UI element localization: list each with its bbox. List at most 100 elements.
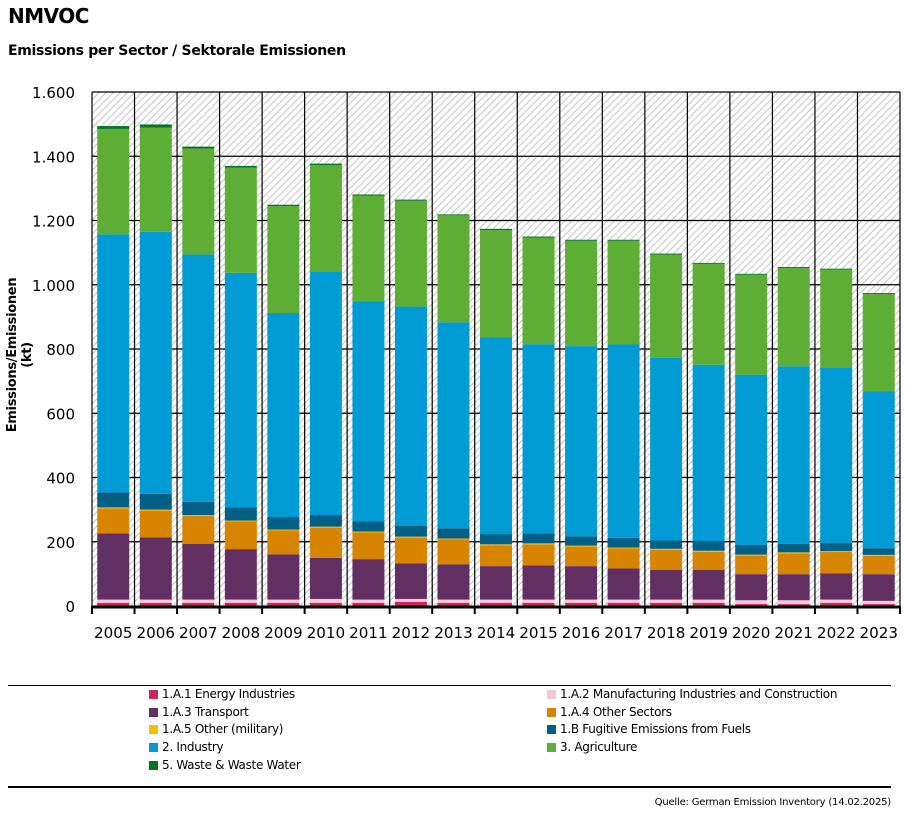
- bar-segment: [480, 545, 512, 567]
- legend-swatch: [149, 707, 158, 717]
- bar-segment: [565, 239, 598, 241]
- legend-label: 1.A.2 Manufacturing Industries and Const…: [560, 687, 838, 701]
- bar-segment: [650, 357, 683, 541]
- bar-segment: [480, 566, 512, 600]
- bar-segment: [692, 262, 725, 264]
- bar-stack-2006: [139, 124, 172, 606]
- bar-stack-2016: [565, 239, 598, 606]
- legend-label: 1.A.1 Energy Industries: [162, 687, 295, 701]
- bar-segment: [394, 598, 427, 602]
- bar-segment: [352, 559, 385, 600]
- bar-segment: [267, 204, 300, 207]
- bar-segment: [437, 322, 470, 529]
- legend-label: 5. Waste & Waste Water: [162, 758, 301, 772]
- legend-label: 2. Industry: [162, 740, 224, 754]
- bar-segment: [182, 516, 215, 544]
- bar-segment: [565, 566, 598, 600]
- bar-segment: [735, 544, 768, 555]
- x-tick-label: 2014: [477, 624, 516, 642]
- legend-item: 2. Industry: [149, 740, 224, 754]
- bar-segment: [352, 602, 385, 606]
- legend-swatch: [149, 760, 158, 770]
- bar-segment: [735, 274, 768, 375]
- bar-segment: [97, 508, 130, 534]
- bar-segment: [820, 599, 853, 603]
- bar-segment: [182, 543, 215, 600]
- bar-segment: [182, 254, 215, 502]
- bar-segment: [182, 148, 215, 255]
- bar-segment: [480, 337, 512, 535]
- bar-segment: [862, 391, 895, 549]
- bar-segment: [565, 536, 598, 546]
- bar-segment: [394, 200, 427, 307]
- bar-segment: [650, 602, 683, 606]
- bar-segment: [139, 124, 172, 128]
- bar-segment: [522, 544, 555, 566]
- bar-stack-2023: [862, 293, 895, 606]
- legend-item: 1.A.5 Other (military): [149, 722, 283, 736]
- bar-segment: [182, 602, 215, 606]
- bar-segment: [437, 528, 470, 539]
- bar-segment: [820, 602, 853, 606]
- bar-segment: [522, 237, 555, 345]
- bar-segment: [522, 236, 555, 238]
- bar-stack-2022: [820, 268, 853, 606]
- bar-stack-2011: [352, 194, 385, 606]
- legend-label: 1.A.5 Other (military): [162, 722, 284, 736]
- bar-segment: [394, 526, 427, 537]
- bar-segment: [309, 526, 342, 528]
- bar-segment: [607, 537, 640, 548]
- bar-segment: [224, 599, 257, 603]
- bar-segment: [692, 570, 725, 600]
- bar-segment: [352, 194, 385, 196]
- bar-segment: [522, 565, 555, 600]
- y-tick-label: 400: [46, 470, 75, 488]
- bar-segment: [182, 146, 215, 149]
- bar-segment: [480, 599, 512, 603]
- bar-segment: [650, 599, 683, 603]
- y-tick-label: 1.600: [32, 84, 75, 102]
- bar-segment: [650, 570, 683, 600]
- legend-bottom-rule: [8, 786, 891, 788]
- bar-segment: [97, 599, 130, 603]
- bar-segment: [862, 554, 895, 556]
- bar-segment: [480, 544, 512, 546]
- bar-segment: [352, 599, 385, 603]
- bar-segment: [650, 548, 683, 550]
- bar-segment: [139, 127, 172, 232]
- bar-stack-2019: [692, 262, 725, 606]
- bar-segment: [777, 268, 810, 367]
- bar-segment: [224, 167, 257, 273]
- bar-segment: [309, 271, 342, 516]
- bar-segment: [352, 531, 385, 533]
- legend-item: 1.A.3 Transport: [149, 705, 249, 719]
- bar-segment: [820, 543, 853, 552]
- bar-segment: [607, 599, 640, 603]
- bar-segment: [522, 602, 555, 606]
- bar-segment: [309, 527, 342, 558]
- bar-segment: [437, 539, 470, 565]
- bar-segment: [352, 532, 385, 560]
- bar-segment: [97, 128, 130, 235]
- bar-stack-2007: [182, 146, 215, 606]
- bar-segment: [820, 551, 853, 553]
- x-tick-label: 2006: [137, 624, 176, 642]
- bar-stack-2012: [394, 199, 427, 606]
- bar-segment: [735, 273, 768, 275]
- bar-segment: [97, 602, 130, 606]
- bar-segment: [437, 215, 470, 323]
- bar-segment: [394, 306, 427, 527]
- bar-segment: [437, 599, 470, 603]
- bar-stack-2008: [224, 165, 257, 606]
- bar-segment: [820, 269, 853, 368]
- bar-segment: [267, 206, 300, 314]
- bar-stack-2005: [97, 126, 130, 606]
- bar-segment: [565, 240, 598, 347]
- bar-segment: [309, 163, 342, 166]
- bar-segment: [139, 537, 172, 600]
- bar-segment: [692, 550, 725, 552]
- bar-segment: [777, 553, 810, 575]
- bar-segment: [394, 563, 427, 599]
